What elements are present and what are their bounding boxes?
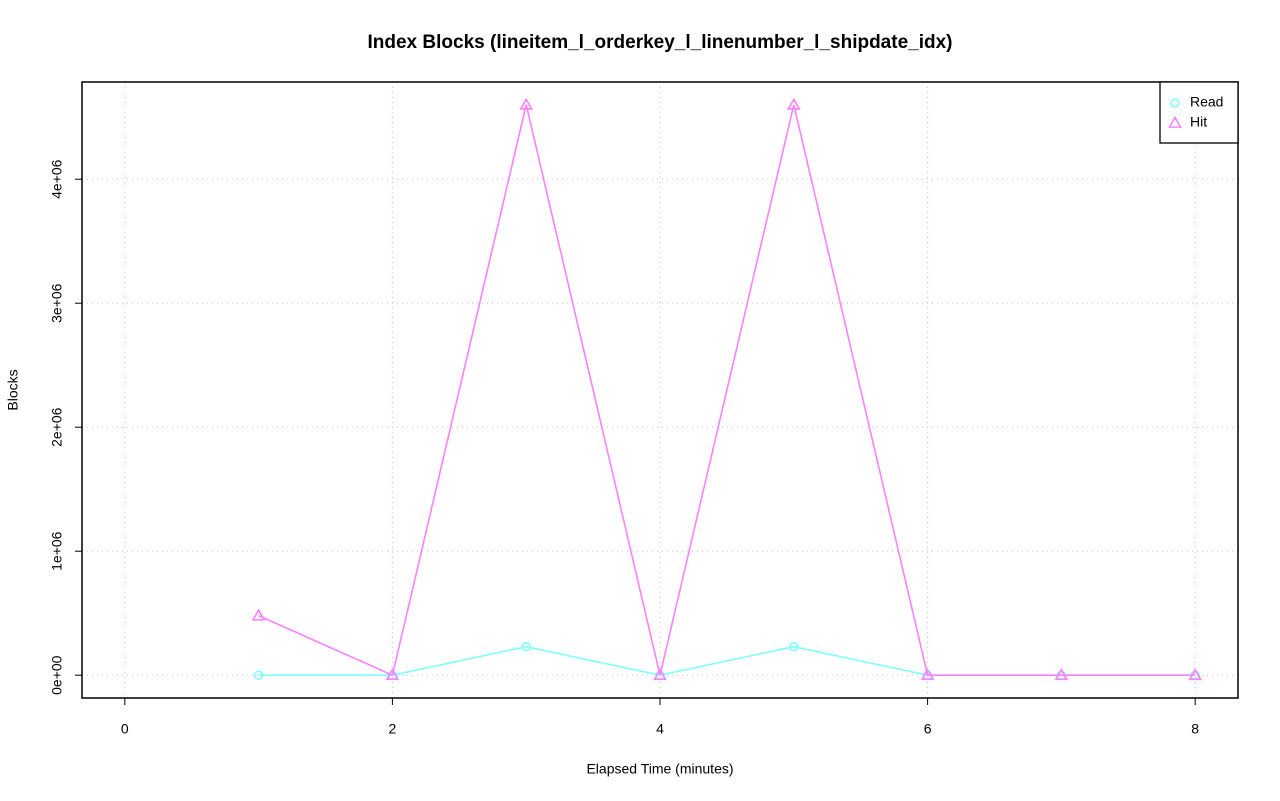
y-tick-label: 2e+06 [49, 407, 65, 447]
point [1054, 668, 1069, 681]
series-line [258, 104, 1196, 677]
point [920, 668, 935, 681]
legend: Read Hit [1159, 81, 1239, 144]
point [1188, 668, 1203, 681]
legend-marker [1170, 98, 1180, 108]
point [653, 668, 667, 681]
plot-frame [81, 81, 1239, 699]
chart-title: Index Blocks (lineitem_l_orderkey_l_line… [368, 32, 953, 53]
point [385, 668, 400, 681]
x-tick-label: 8 [1191, 721, 1199, 737]
x-tick-label: 6 [924, 721, 932, 737]
x-tick-label: 2 [389, 721, 397, 737]
y-axis-label: Blocks [5, 369, 21, 410]
point [786, 97, 801, 110]
x-axis-label: Elapsed Time (minutes) [586, 761, 733, 777]
x-tick-label: 0 [121, 721, 129, 737]
point [253, 670, 264, 680]
point [788, 641, 799, 652]
series-line [258, 645, 1196, 677]
y-tick-label: 1e+06 [49, 531, 65, 571]
y-tick-label: 3e+06 [49, 283, 65, 323]
y-tick-label: 4e+06 [49, 159, 65, 199]
legend-label: Hit [1190, 114, 1207, 130]
point [521, 641, 532, 652]
x-tick-label: 4 [656, 721, 664, 737]
y-tick-label: 0e+00 [49, 655, 65, 695]
legend-box [1159, 81, 1239, 144]
legend-label: Read [1190, 94, 1223, 110]
point [251, 608, 266, 621]
legend-marker [1168, 115, 1182, 128]
point [519, 97, 534, 110]
